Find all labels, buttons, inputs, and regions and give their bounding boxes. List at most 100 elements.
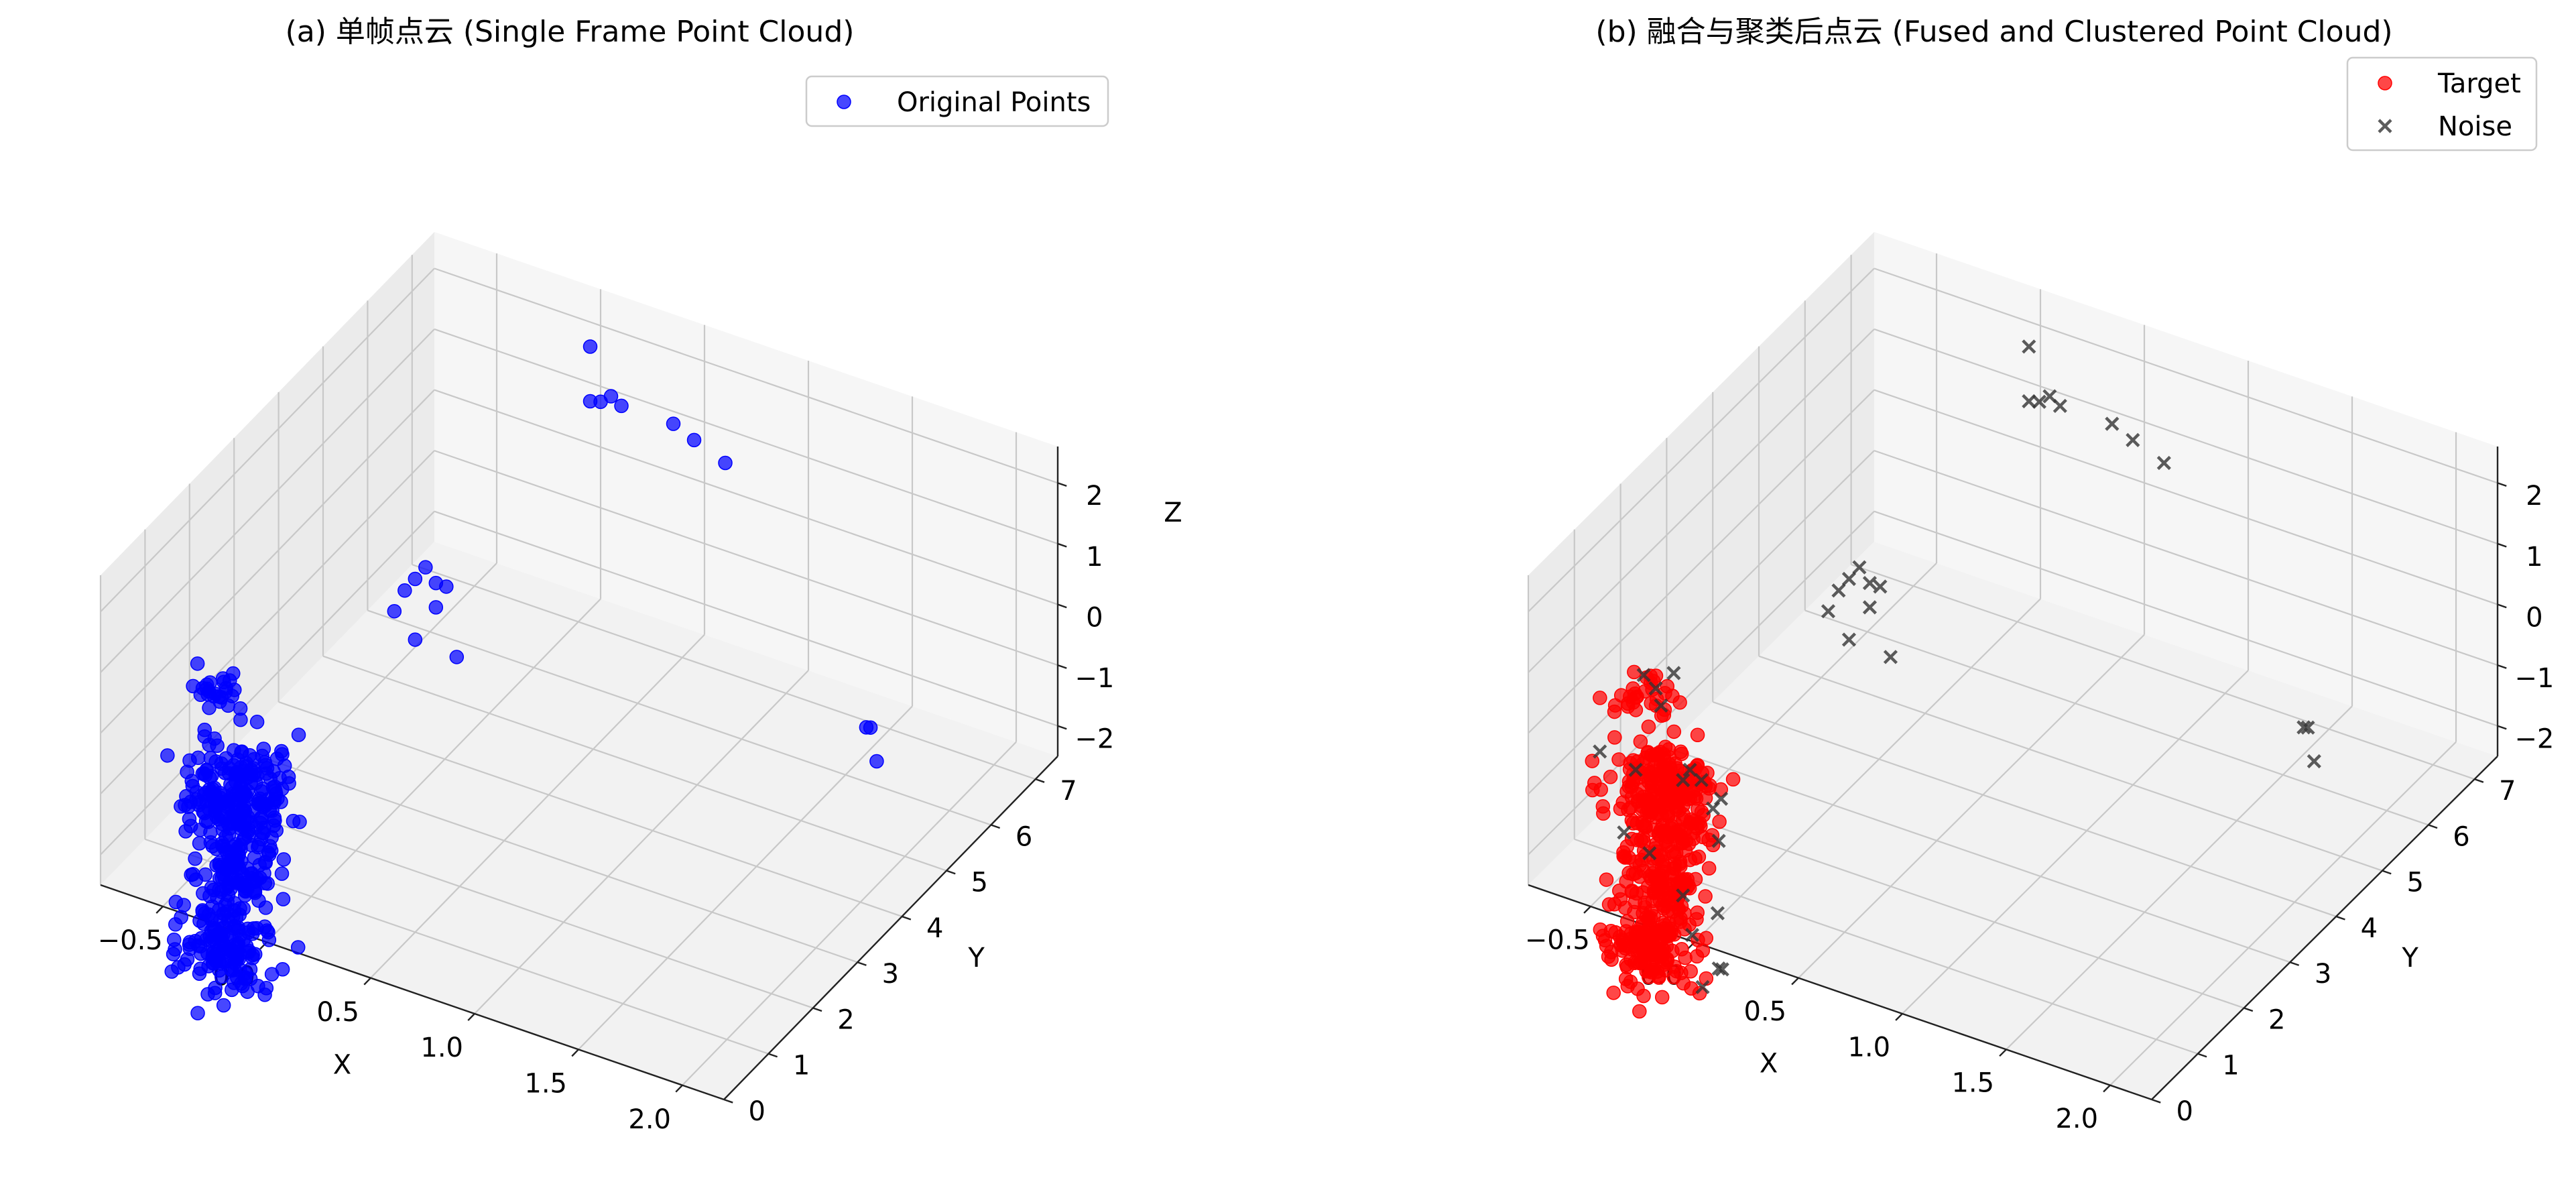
z-tick-label: −1 bbox=[2514, 663, 2554, 694]
data-point bbox=[202, 701, 217, 715]
gridline-y bbox=[1666, 747, 2290, 963]
gridline-z bbox=[1528, 450, 1875, 794]
data-point-x bbox=[1821, 604, 1836, 619]
y-tick-mark bbox=[946, 870, 956, 875]
data-point bbox=[418, 560, 433, 575]
data-point bbox=[1638, 819, 1653, 834]
data-point bbox=[286, 813, 301, 829]
legend-label: Target bbox=[2437, 68, 2521, 99]
gridline-y bbox=[1712, 701, 2337, 917]
data-point bbox=[207, 780, 222, 796]
data-point bbox=[235, 802, 251, 817]
legend-marker bbox=[2378, 76, 2392, 91]
z-tick-label: 1 bbox=[1086, 542, 1103, 573]
legend-marker bbox=[837, 95, 851, 109]
data-point bbox=[281, 769, 296, 784]
data-point bbox=[259, 761, 275, 776]
data-point bbox=[1659, 790, 1674, 805]
gridline-y bbox=[322, 655, 947, 872]
data-point-x bbox=[1636, 668, 1651, 683]
z-tick-label: 2 bbox=[1086, 481, 1103, 512]
data-point bbox=[269, 823, 284, 838]
data-point bbox=[1658, 963, 1673, 978]
data-point bbox=[1623, 931, 1638, 947]
data-point bbox=[1695, 829, 1710, 845]
data-point bbox=[582, 339, 598, 354]
chart-panel-a: −0.50.00.51.01.52.001234567−2−1012XYZ(a)… bbox=[98, 15, 1182, 1135]
data-point bbox=[1642, 934, 1656, 949]
gridline-z bbox=[1874, 389, 2498, 605]
z-tick-label: 2 bbox=[2526, 481, 2542, 512]
data-point bbox=[1607, 730, 1622, 745]
data-point bbox=[1624, 813, 1640, 828]
data-point bbox=[208, 841, 224, 856]
y-tick-label: 2 bbox=[837, 1004, 854, 1035]
gridline-z bbox=[1528, 268, 1875, 613]
data-point bbox=[242, 748, 257, 763]
data-point bbox=[214, 761, 229, 776]
gridline-y bbox=[233, 747, 858, 963]
data-point bbox=[1673, 744, 1689, 760]
gridline-z bbox=[1528, 329, 1875, 673]
chart-title: (b) 融合与聚类后点云 (Fused and Clustered Point … bbox=[1595, 15, 2392, 49]
data-point bbox=[1649, 837, 1664, 851]
data-point bbox=[1636, 831, 1650, 845]
gridline-x bbox=[682, 741, 1017, 1086]
data-point bbox=[1695, 943, 1711, 958]
data-point bbox=[196, 886, 210, 901]
data-point bbox=[1626, 772, 1641, 788]
y-tick-label: 4 bbox=[926, 913, 943, 944]
data-point bbox=[182, 811, 197, 827]
gridline-y bbox=[367, 609, 991, 826]
x-tick-label: −0.5 bbox=[1525, 925, 1590, 955]
data-point bbox=[200, 815, 216, 829]
data-point bbox=[1638, 684, 1652, 699]
data-point-x bbox=[2156, 455, 2171, 471]
z-tick-label: −2 bbox=[2514, 724, 2554, 755]
y-tick-label: 6 bbox=[1016, 821, 1032, 852]
data-point-x bbox=[2126, 432, 2140, 447]
y-tick-label: 3 bbox=[882, 959, 899, 990]
data-point bbox=[235, 769, 249, 784]
data-point-x bbox=[1883, 650, 1898, 664]
data-point bbox=[276, 852, 292, 867]
y-tick-mark bbox=[2244, 1007, 2254, 1012]
left-wall-pane bbox=[1528, 232, 1874, 885]
data-point-x bbox=[1676, 773, 1691, 788]
data-point bbox=[249, 921, 264, 936]
legend-marker bbox=[2378, 119, 2392, 133]
x-tick-label: 1.5 bbox=[524, 1069, 567, 1100]
data-point bbox=[245, 951, 260, 965]
data-point bbox=[160, 748, 175, 763]
data-point bbox=[247, 885, 263, 900]
data-point bbox=[449, 650, 465, 664]
data-point bbox=[1672, 854, 1688, 870]
data-point bbox=[216, 998, 231, 1013]
z-tick-label: −2 bbox=[1075, 724, 1114, 755]
data-point-x bbox=[1713, 791, 1729, 806]
x-tick-mark bbox=[1895, 1013, 1903, 1021]
data-point bbox=[267, 779, 282, 794]
data-point-x bbox=[1666, 666, 1681, 680]
z-tick-mark bbox=[2497, 664, 2507, 669]
data-point bbox=[193, 961, 208, 976]
data-point bbox=[184, 774, 199, 788]
data-point bbox=[226, 666, 241, 681]
data-point bbox=[227, 683, 242, 697]
data-point bbox=[245, 870, 260, 886]
gridline-y bbox=[1851, 564, 2475, 780]
data-point bbox=[1617, 849, 1632, 865]
data-point-x bbox=[1694, 772, 1709, 788]
gridline-y bbox=[1620, 792, 2244, 1009]
data-point-x bbox=[1684, 927, 1700, 943]
data-point bbox=[275, 747, 290, 762]
data-point bbox=[1619, 914, 1635, 929]
x-tick-label: 1.0 bbox=[420, 1032, 463, 1063]
data-point bbox=[1661, 809, 1676, 824]
y-tick-label: 3 bbox=[2315, 959, 2331, 990]
z-tick-label: 1 bbox=[2526, 542, 2542, 573]
gridline-x bbox=[578, 705, 913, 1051]
y-tick-label: 6 bbox=[2453, 821, 2469, 852]
gridline-x bbox=[266, 598, 601, 943]
data-point bbox=[1665, 943, 1680, 959]
